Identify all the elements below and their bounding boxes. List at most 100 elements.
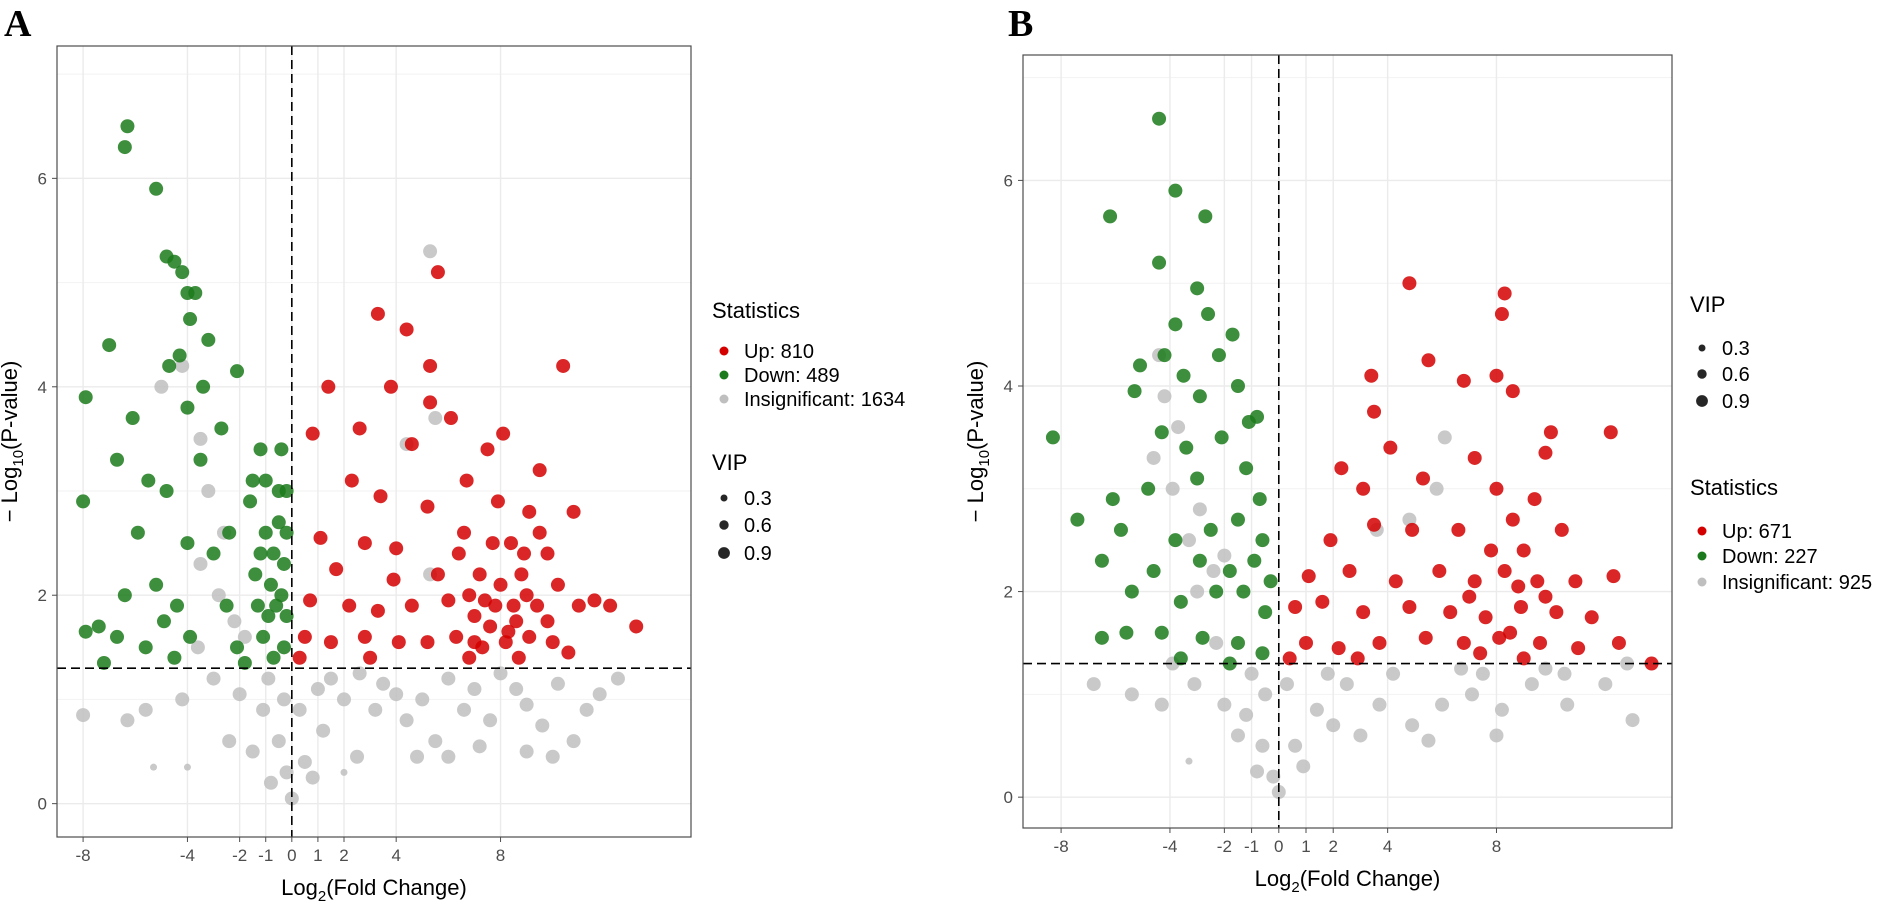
data-point-insig <box>284 791 299 806</box>
data-point-down <box>271 515 286 530</box>
data-point-down <box>206 546 221 561</box>
data-point-up <box>292 650 307 665</box>
legend-vip-label: 0.3 <box>744 488 772 510</box>
data-point-insig <box>368 702 383 717</box>
legend-vip-size-swatch <box>1698 344 1706 352</box>
data-point-up <box>1356 605 1371 620</box>
data-point-down <box>175 265 190 280</box>
data-point-up <box>1473 646 1488 661</box>
data-point-insig <box>493 666 508 681</box>
data-point-down <box>256 629 271 644</box>
data-point-up <box>467 609 482 624</box>
data-point-down <box>245 473 260 488</box>
data-point-up <box>485 536 500 551</box>
data-point-down <box>1236 584 1251 599</box>
data-point-insig <box>423 244 438 259</box>
data-point-insig <box>276 692 291 707</box>
data-point-up <box>514 567 529 582</box>
data-point-up <box>1451 522 1466 537</box>
data-point-insig <box>1154 697 1169 712</box>
legend-label-down: Down: 227 <box>1722 546 1818 568</box>
data-point-down <box>91 619 106 634</box>
y-axis-title-suffix: (P-value) <box>963 361 988 450</box>
data-point-insig <box>428 734 443 749</box>
data-point-down <box>1103 209 1118 224</box>
plot-background <box>1023 55 1672 828</box>
data-point-up <box>1644 656 1659 671</box>
data-point-insig <box>1421 733 1436 748</box>
data-point-insig <box>1124 687 1139 702</box>
y-axis-title-sub: 10 <box>976 450 993 467</box>
x-axis-title: Log2(Fold Change) <box>1255 866 1441 896</box>
data-point-insig <box>1353 728 1368 743</box>
legend: Statistics Up: 671 Down: 227 Insignificant:… <box>1690 292 1872 594</box>
data-point-insig <box>1190 584 1205 599</box>
data-point-up <box>1611 635 1626 650</box>
data-point-down <box>1263 574 1278 589</box>
data-point-insig <box>550 676 565 691</box>
legend-label-insig: Insignificant: 925 <box>1722 572 1872 594</box>
x-axis-title-suffix: (Fold Change) <box>1300 866 1441 891</box>
data-point-insig <box>566 734 581 749</box>
data-point-down <box>141 473 156 488</box>
data-point-down <box>1230 378 1245 393</box>
data-point-down <box>1192 553 1207 568</box>
data-point-down <box>266 650 281 665</box>
data-point-insig <box>1244 666 1259 681</box>
data-point-insig <box>1230 728 1245 743</box>
x-tick-label: 0 <box>287 846 296 865</box>
data-point-up <box>386 572 401 587</box>
data-point-down <box>120 119 135 134</box>
data-point-down <box>276 556 291 571</box>
y-tick-label: 4 <box>38 378 47 397</box>
data-point-insig <box>201 484 216 499</box>
data-point-up <box>1402 599 1417 614</box>
legend-vip-size-swatch <box>720 494 728 502</box>
data-point-up <box>1315 594 1330 609</box>
y-tick-label: 6 <box>1004 171 1013 190</box>
x-tick-label: -8 <box>76 846 91 865</box>
data-point-up <box>477 593 492 608</box>
data-point-down <box>1255 646 1270 661</box>
data-point-insig <box>297 754 312 769</box>
legend-vip-size-swatch <box>718 547 730 559</box>
data-point-up <box>1323 533 1338 548</box>
legend-swatch-up <box>1697 526 1707 536</box>
data-point-up <box>480 442 495 457</box>
data-point-up <box>1421 353 1436 368</box>
data-point-up <box>1299 635 1314 650</box>
data-point-up <box>496 426 511 441</box>
data-point-up <box>1364 368 1379 383</box>
data-point-insig <box>150 763 158 771</box>
x-tick-label: -2 <box>232 846 247 865</box>
data-point-up <box>451 546 466 561</box>
data-point-up <box>404 598 419 613</box>
data-point-down <box>188 285 203 300</box>
data-point-insig <box>1209 635 1224 650</box>
data-point-insig <box>323 671 338 686</box>
data-point-down <box>180 400 195 415</box>
data-point-down <box>274 588 289 603</box>
data-point-down <box>1258 605 1273 620</box>
data-point-up <box>1516 543 1531 558</box>
data-point-down <box>1168 317 1183 332</box>
legend-swatch-insig <box>719 394 729 404</box>
data-point-down <box>1195 630 1210 645</box>
data-point-up <box>511 650 526 665</box>
data-point-up <box>357 629 372 644</box>
data-point-up <box>383 379 398 394</box>
x-tick-label: -1 <box>258 846 273 865</box>
data-point-down <box>1105 492 1120 507</box>
data-point-down <box>279 525 294 540</box>
data-point-down <box>219 598 234 613</box>
data-point-up <box>1350 651 1365 666</box>
data-point-up <box>373 489 388 504</box>
data-point-up <box>1571 641 1586 656</box>
data-point-up <box>1484 543 1499 558</box>
data-point-down <box>159 484 174 499</box>
data-point-up <box>449 629 464 644</box>
data-point-up <box>329 562 344 577</box>
data-point-up <box>323 635 338 650</box>
data-point-down <box>117 588 132 603</box>
data-point-insig <box>1185 757 1193 765</box>
